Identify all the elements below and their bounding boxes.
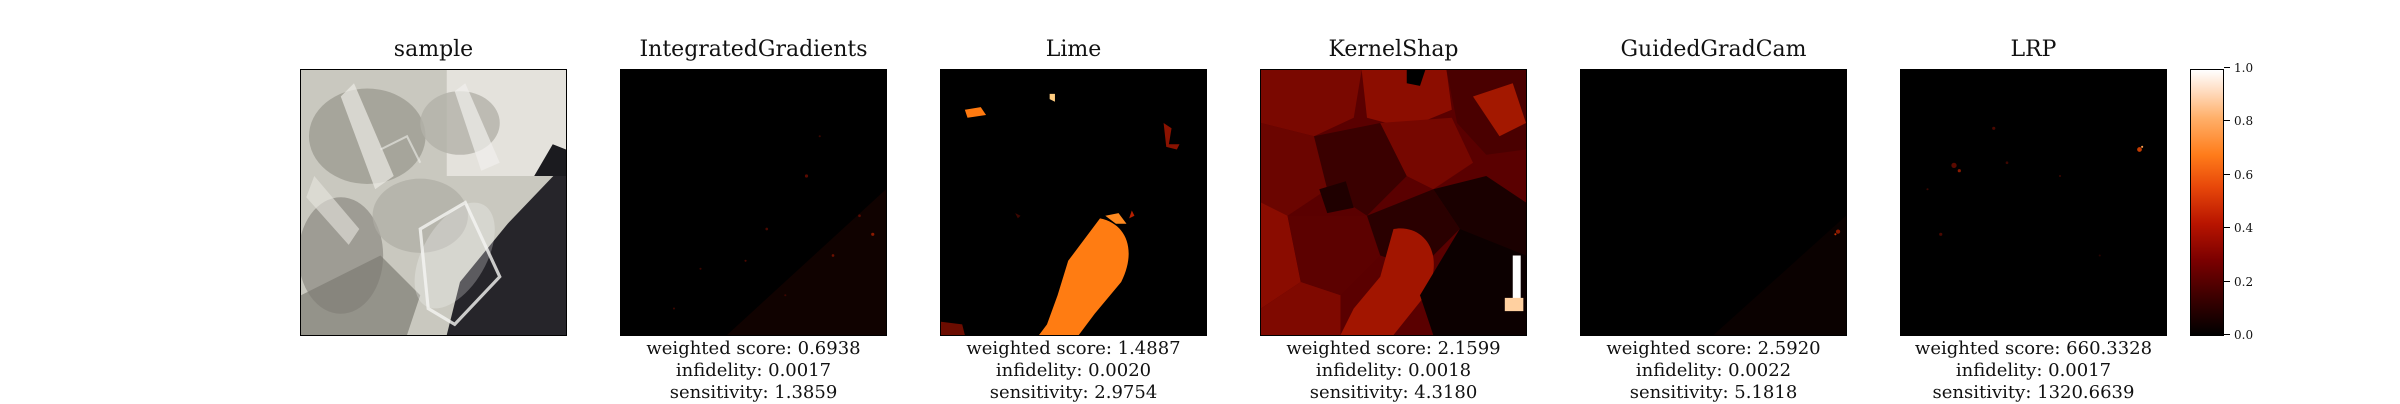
colorbar-tick: 0.8 xyxy=(2224,113,2284,129)
colorbar xyxy=(2190,69,2224,336)
weighted-score: weighted score: 2.1599 xyxy=(1286,338,1501,359)
metrics: weighted score: 2.5920 infidelity: 0.002… xyxy=(1580,338,1847,404)
sensitivity: sensitivity: 5.1818 xyxy=(1629,382,1798,403)
colorbar-tick: 0.6 xyxy=(2224,167,2284,183)
ig-heatmap xyxy=(621,70,886,335)
colorbar-tick-label: 0.2 xyxy=(2234,274,2254,289)
metrics: weighted score: 0.6938 infidelity: 0.001… xyxy=(620,338,887,404)
infidelity: infidelity: 0.0020 xyxy=(995,360,1152,381)
infidelity: infidelity: 0.0018 xyxy=(1315,360,1472,381)
metrics: weighted score: 660.3328 infidelity: 0.0… xyxy=(1900,338,2167,404)
lime-heatmap xyxy=(941,70,1206,335)
attribution-map xyxy=(940,69,1207,336)
infidelity: infidelity: 0.0017 xyxy=(1955,360,2112,381)
infidelity: infidelity: 0.0017 xyxy=(675,360,832,381)
attribution-map xyxy=(1580,69,1847,336)
colorbar-tick-label: 0.4 xyxy=(2234,221,2254,236)
panel-title: LRP xyxy=(2010,37,2057,62)
panel-title: KernelShap xyxy=(1328,37,1459,62)
lrp-heatmap xyxy=(1901,70,2166,335)
guidedgradcam-heatmap xyxy=(1581,70,1846,335)
colorbar-tick: 0.2 xyxy=(2224,274,2284,290)
panel-title: sample xyxy=(393,37,474,62)
metrics: weighted score: 1.4887 infidelity: 0.002… xyxy=(940,338,1207,404)
colorbar-tick: 0.4 xyxy=(2224,220,2284,236)
colorbar-tick: 1.0 xyxy=(2224,60,2284,76)
colorbar-tick: 0.0 xyxy=(2224,327,2284,343)
weighted-score: weighted score: 2.5920 xyxy=(1606,338,1821,359)
sample-image xyxy=(300,69,567,336)
sensitivity: sensitivity: 2.9754 xyxy=(989,382,1158,403)
panel-title: GuidedGradCam xyxy=(1620,37,1807,62)
infidelity: infidelity: 0.0022 xyxy=(1635,360,1792,381)
metrics: weighted score: 2.1599 infidelity: 0.001… xyxy=(1260,338,1527,404)
weighted-score: weighted score: 1.4887 xyxy=(966,338,1181,359)
colorbar-tick-label: 0.0 xyxy=(2234,328,2254,342)
colorbar-tick-label: 0.6 xyxy=(2234,167,2254,182)
weighted-score: weighted score: 0.6938 xyxy=(646,338,861,359)
sensitivity: sensitivity: 1320.6639 xyxy=(1932,382,2135,403)
weighted-score: weighted score: 660.3328 xyxy=(1914,338,2153,359)
sensitivity: sensitivity: 4.3180 xyxy=(1309,382,1478,403)
colorbar-tick-label: 1.0 xyxy=(2234,61,2254,75)
attribution-map xyxy=(1260,69,1527,336)
sample-photo xyxy=(301,70,566,335)
colorbar-tick-label: 0.8 xyxy=(2234,114,2254,129)
panel-title: IntegratedGradients xyxy=(639,37,868,62)
kernelshap-heatmap xyxy=(1261,70,1526,335)
panel-title: Lime xyxy=(1045,37,1102,62)
attribution-map xyxy=(1900,69,2167,336)
sensitivity: sensitivity: 1.3859 xyxy=(669,382,838,403)
attribution-map xyxy=(620,69,887,336)
